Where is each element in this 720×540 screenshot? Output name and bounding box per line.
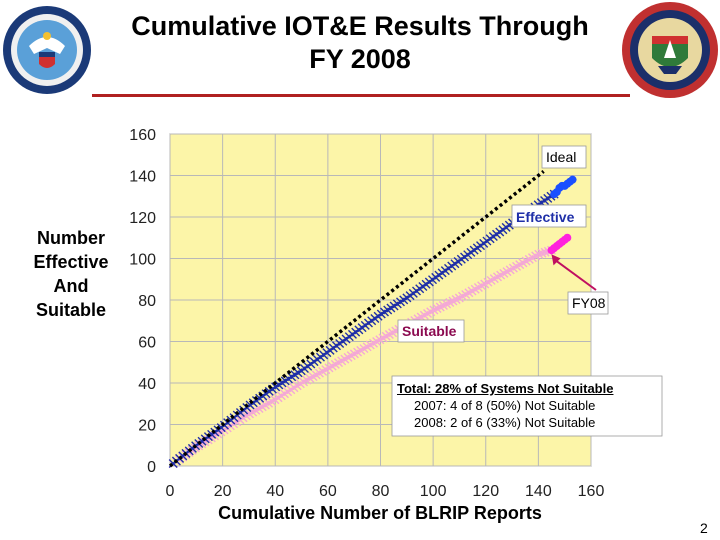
fy08-label: FY08 xyxy=(572,295,606,311)
summary-total: Total: 28% of Systems Not Suitable xyxy=(397,381,614,396)
suitable-label: Suitable xyxy=(402,323,457,339)
y-axis-label: Number Effective And Suitable xyxy=(26,226,116,322)
page-title: Cumulative IOT&E Results Through FY 2008 xyxy=(110,10,610,76)
y-axis-label-line: Effective xyxy=(33,252,109,272)
y-tick-label: 80 xyxy=(138,293,156,310)
series-point xyxy=(568,175,577,184)
x-tick-label: 140 xyxy=(525,483,552,500)
series-point xyxy=(537,248,547,258)
ideal-label-box xyxy=(541,145,587,169)
fy08-arrow-head xyxy=(551,254,561,266)
y-tick-label: 60 xyxy=(138,335,156,352)
y-tick-label: 160 xyxy=(129,127,156,144)
summary-2008: 2008: 2 of 6 (33%) Not Suitable xyxy=(414,415,596,430)
annotations: Ideal Effective FY08 Suitable xyxy=(391,145,663,437)
title-line-1: Cumulative IOT&E Results Through xyxy=(131,11,589,41)
x-tick-label: 160 xyxy=(578,483,605,500)
page-number: 2 xyxy=(700,520,708,536)
y-axis-label-line: Number xyxy=(36,228,105,248)
fy08-label-box xyxy=(567,291,609,315)
x-tick-label: 40 xyxy=(266,483,284,500)
y-axis-label-line: Suitable xyxy=(35,300,106,320)
x-tick-label: 60 xyxy=(319,483,337,500)
summary-note-box xyxy=(391,375,663,437)
ideal-label: Ideal xyxy=(546,149,576,165)
series-ideal-line xyxy=(168,169,545,468)
y-tick-label: 0 xyxy=(147,459,156,476)
y-tick-label: 140 xyxy=(129,169,156,186)
summary-note: Total: 28% of Systems Not Suitable 2007:… xyxy=(397,380,665,431)
series-point xyxy=(563,233,572,242)
x-tick-label: 20 xyxy=(214,483,232,500)
effective-label: Effective xyxy=(516,209,575,225)
title-line-2: FY 2008 xyxy=(309,44,411,74)
title-underline xyxy=(92,94,630,97)
y-tick-label: 20 xyxy=(138,418,156,435)
y-tick-label: 40 xyxy=(138,376,156,393)
x-tick-label: 0 xyxy=(166,483,175,500)
effective-label-box xyxy=(511,204,587,228)
x-tick-label: 100 xyxy=(420,483,447,500)
series-layer xyxy=(168,169,577,469)
dote-shield-icon xyxy=(622,2,718,98)
x-tick-label: 120 xyxy=(472,483,499,500)
y-tick-label: 120 xyxy=(129,210,156,227)
y-tick-label: 100 xyxy=(129,252,156,269)
series-point xyxy=(534,249,544,259)
fy08-arrow xyxy=(554,259,597,291)
y-axis-label-line: And xyxy=(53,276,89,296)
x-tick-label: 80 xyxy=(372,483,390,500)
x-axis-label: Cumulative Number of BLRIP Reports xyxy=(218,503,542,523)
suitable-label-box xyxy=(397,319,465,343)
tick-labels: 0 20 40 60 80 100 120 140 160 0 20 40 60 80 100 120 140 1… xyxy=(129,127,604,500)
eagle-shield-icon xyxy=(3,6,91,94)
summary-2007: 2007: 4 of 8 (50%) Not Suitable xyxy=(414,398,596,413)
